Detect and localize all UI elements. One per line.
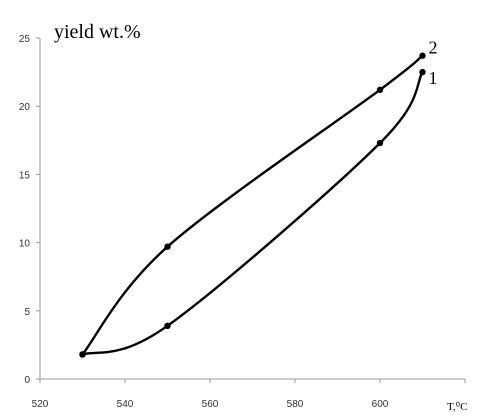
y-ticks: 0 5 10 15 20 25	[19, 34, 40, 386]
y-tick-label: 0	[24, 375, 30, 386]
y-tick-label: 20	[19, 102, 31, 113]
x-tick-label: 560	[202, 399, 219, 410]
series-group: 12	[79, 38, 438, 358]
series-label-1: 1	[429, 68, 438, 88]
y-tick-label: 15	[19, 170, 31, 181]
series-1-point	[376, 139, 384, 147]
x-tick-label: 580	[287, 399, 304, 410]
series-line-2	[81, 54, 424, 356]
y-tick-label: 10	[19, 239, 31, 250]
axes	[39, 38, 465, 380]
series-1-point	[164, 322, 171, 330]
y-tick-label: 25	[19, 34, 31, 45]
series-label-2: 2	[429, 38, 438, 58]
series-line-1	[82, 71, 424, 356]
series-2-point	[419, 52, 426, 59]
x-ticks: 520 540 560 580 600	[32, 379, 466, 410]
x-axis-label: T,⁰C	[447, 401, 467, 413]
y-axis-label: yield wt.%	[54, 21, 141, 43]
series-1-point	[419, 68, 426, 76]
x-tick-label: 540	[117, 399, 134, 410]
x-tick-label: 520	[32, 399, 49, 410]
x-tick-label: 600	[372, 399, 389, 410]
series-2-point	[79, 351, 86, 358]
series-2-point	[164, 243, 171, 250]
series-2-point	[376, 86, 384, 94]
y-tick-label: 5	[24, 307, 30, 318]
